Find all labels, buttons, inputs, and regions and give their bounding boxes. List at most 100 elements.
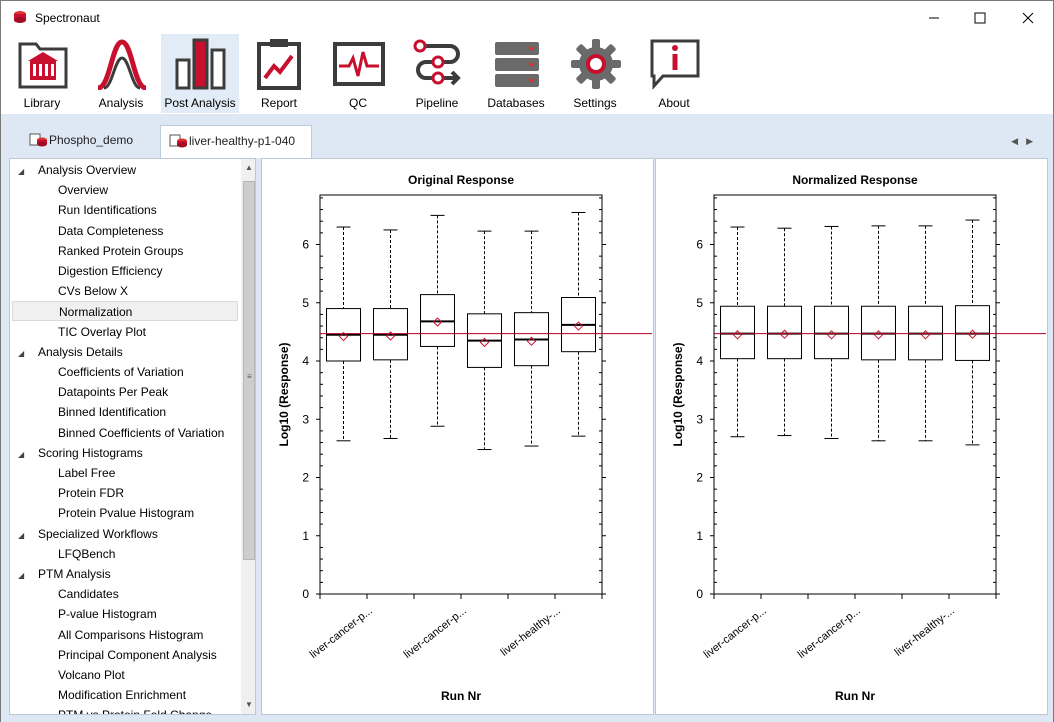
- tree-item-label: PTM Analysis: [38, 567, 111, 581]
- chart-title: Normalized Response: [792, 173, 918, 187]
- tree-item[interactable]: Candidates: [58, 584, 119, 604]
- y-tick-label: 0: [696, 587, 703, 601]
- main-ribbon: Library Analysis Post Analysis Report: [1, 34, 1053, 114]
- tree-item[interactable]: Modification Enrichment: [58, 685, 186, 705]
- tree-item[interactable]: Binned Identification: [58, 402, 166, 422]
- app-title: Spectronaut: [35, 11, 100, 25]
- box: [720, 305, 755, 360]
- mean-marker: [385, 331, 396, 341]
- chevron-right-icon[interactable]: ▶: [1026, 136, 1041, 146]
- scroll-down-icon[interactable]: ▼: [245, 700, 253, 709]
- y-tick-label: 6: [302, 238, 309, 252]
- minimize-icon: [929, 17, 939, 18]
- app-logo-icon: [14, 11, 26, 23]
- close-button[interactable]: [1005, 1, 1051, 34]
- tree-item[interactable]: Datapoints Per Peak: [58, 382, 168, 402]
- tree-item[interactable]: Principal Component Analysis: [58, 645, 217, 665]
- ribbon-report-button[interactable]: Report: [240, 34, 318, 113]
- tree-item[interactable]: Run Identifications: [58, 200, 157, 220]
- content-area: ◢ Analysis Overview Overview Run Identifica…: [1, 158, 1053, 722]
- tree-item-label: Overview: [58, 183, 109, 198]
- ribbon-post-analysis-button[interactable]: Post Analysis: [161, 34, 239, 113]
- x-axis-label: Run Nr: [441, 689, 481, 703]
- y-tick-label: 5: [302, 296, 309, 310]
- expand-arrow-icon[interactable]: ◢: [18, 348, 25, 358]
- library-icon: [18, 42, 68, 89]
- tree-item-label: Protein FDR: [58, 486, 125, 501]
- expand-arrow-icon[interactable]: ◢: [18, 449, 25, 459]
- mean-marker: [338, 331, 349, 342]
- ribbon-library-button[interactable]: Library: [3, 34, 81, 113]
- x-tick-label: liver-healthy-...: [499, 605, 563, 659]
- y-tick-label: 5: [696, 296, 703, 310]
- pipeline-icon: [413, 39, 461, 86]
- tree-item[interactable]: Overview: [58, 180, 108, 200]
- tree-item[interactable]: Binned Coefficients of Variation: [58, 423, 224, 443]
- chart-title: Original Response: [408, 173, 514, 187]
- normalized-response-panel: Normalized Response 0 1 2 3 4 5 6 Log10 (Respons…: [655, 158, 1048, 715]
- ribbon-analysis-button[interactable]: Analysis: [82, 34, 160, 113]
- tree-item[interactable]: PTM vs Protein Fold Change: [58, 705, 212, 714]
- tree-item[interactable]: Label Free: [58, 463, 115, 483]
- tree-group[interactable]: ◢ Specialized Workflows: [18, 524, 158, 544]
- plot-frame: [713, 194, 997, 595]
- tree-item[interactable]: Ranked Protein Groups: [58, 241, 183, 261]
- y-tick-label: 1: [302, 529, 309, 543]
- tree-item-label: Modification Enrichment: [58, 688, 187, 703]
- tree-scrollbar[interactable]: ▲ ≡ ▼: [241, 159, 255, 714]
- tree-item[interactable]: Protein FDR: [58, 483, 124, 503]
- title-bar: Spectronaut: [1, 1, 1053, 34]
- ribbon-about-button[interactable]: About: [635, 34, 713, 113]
- tab-phospho-demo[interactable]: Phospho_demo: [21, 125, 156, 158]
- tree-item-label: Ranked Protein Groups: [58, 243, 184, 258]
- ribbon-settings-button[interactable]: Settings: [556, 34, 634, 113]
- mean-marker: [967, 329, 978, 339]
- expand-arrow-icon[interactable]: ◢: [18, 530, 25, 540]
- tree-item[interactable]: P-value Histogram: [58, 604, 157, 624]
- tree-group[interactable]: ◢ Analysis Details: [18, 342, 123, 362]
- tree-item-label: Analysis Overview: [38, 163, 137, 177]
- ribbon-databases-button[interactable]: Databases: [477, 34, 555, 113]
- databases-icon: [495, 42, 539, 87]
- chevron-left-icon[interactable]: ◀: [1011, 136, 1027, 146]
- scroll-up-icon[interactable]: ▲: [245, 163, 253, 172]
- maximize-button[interactable]: [957, 1, 1003, 34]
- scrollbar-thumb[interactable]: ≡: [243, 181, 255, 560]
- tree-item-label: Normalization: [59, 305, 133, 320]
- tree-item[interactable]: Protein Pvalue Histogram: [58, 503, 194, 523]
- tree-item-label: Coefficients of Variation: [58, 365, 184, 379]
- tree-item[interactable]: TIC Overlay Plot: [58, 322, 146, 342]
- tree-item[interactable]: LFQBench: [58, 544, 115, 564]
- tree-group[interactable]: ◢ Analysis Overview: [18, 160, 136, 180]
- expand-arrow-icon[interactable]: ◢: [18, 571, 25, 580]
- tree-item[interactable]: Digestion Efficiency: [58, 261, 163, 281]
- y-tick-label: 6: [696, 238, 703, 252]
- tree-group[interactable]: ◢ PTM Analysis: [18, 564, 111, 584]
- tree-item-label: Scoring Histograms: [38, 445, 143, 460]
- tab-liver-healthy-p1-040[interactable]: liver-healthy-p1-040: [160, 125, 312, 158]
- tree-item[interactable]: Volcano Plot: [58, 665, 125, 685]
- mean-marker: [432, 317, 443, 327]
- tree-item[interactable]: Normalization: [12, 301, 238, 322]
- about-icon: [650, 39, 700, 90]
- tree-item[interactable]: Data Completeness: [58, 221, 163, 241]
- original-response-panel: Original Response 0 1 2 3 4 5 6 Log10 (Response)…: [261, 158, 654, 715]
- mean-marker: [479, 337, 490, 348]
- tree-item[interactable]: Coefficients of Variation: [58, 362, 184, 382]
- y-axis-label: Log10 (Response): [277, 342, 291, 446]
- mean-marker: [573, 321, 584, 331]
- minimize-button[interactable]: [911, 1, 957, 34]
- tree-item-label: LFQBench: [58, 546, 116, 561]
- ribbon-qc-button[interactable]: QC: [319, 34, 397, 113]
- y-tick-label: 0: [302, 587, 309, 601]
- tree-group[interactable]: ◢ Scoring Histograms: [18, 443, 143, 463]
- tree-item[interactable]: All Comparisons Histogram: [58, 625, 203, 645]
- y-axis-label: Log10 (Response): [671, 342, 685, 446]
- tree-item[interactable]: CVs Below X: [58, 281, 128, 301]
- ribbon-pipeline-button[interactable]: Pipeline: [398, 34, 476, 113]
- x-tick-label: liver-cancer-p...: [308, 605, 375, 661]
- mean-marker: [779, 329, 790, 339]
- expand-arrow-icon[interactable]: ◢: [18, 167, 25, 176]
- qc-icon: [333, 42, 385, 86]
